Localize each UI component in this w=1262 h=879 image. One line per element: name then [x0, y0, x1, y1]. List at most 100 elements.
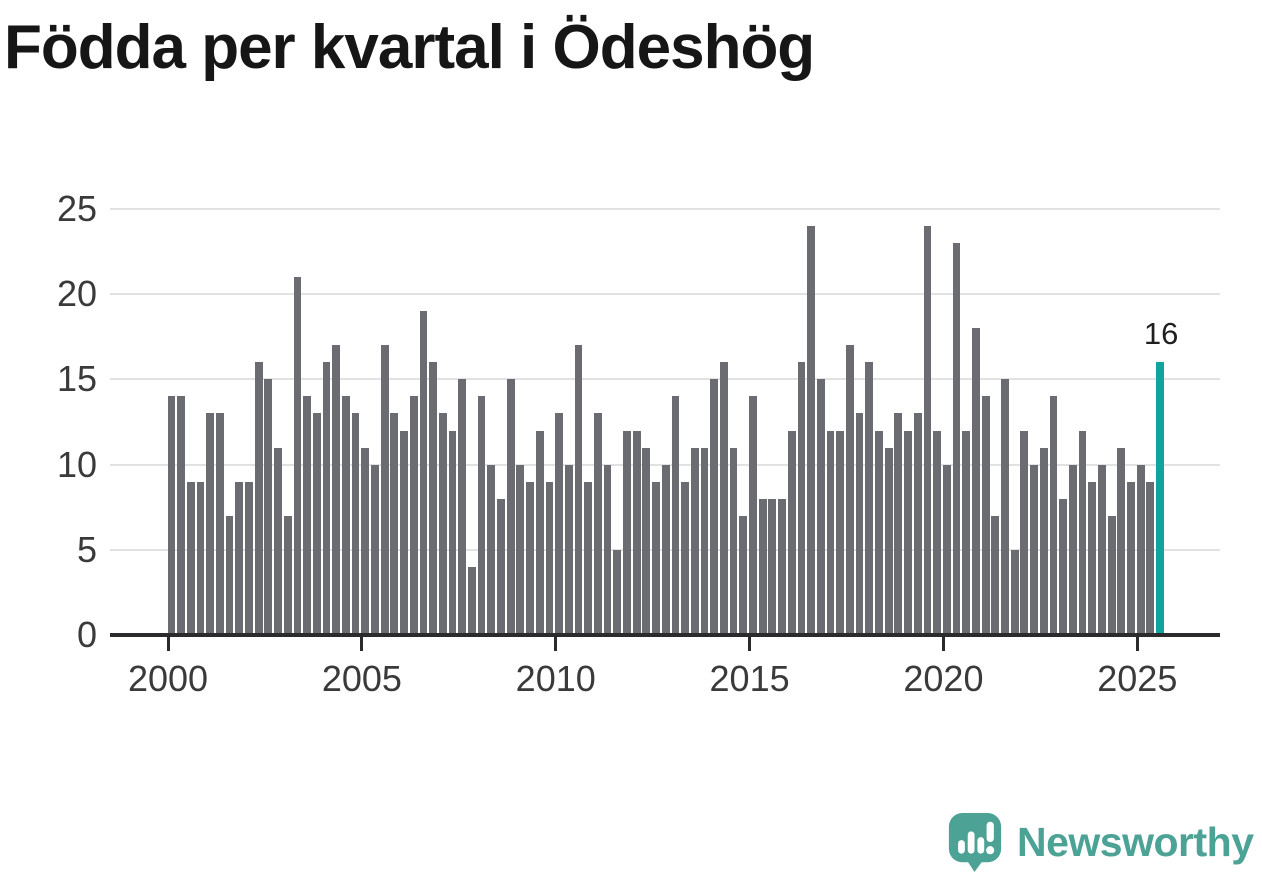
bar [303, 396, 311, 635]
bar [438, 413, 447, 635]
bar [1039, 447, 1048, 635]
bar [186, 481, 195, 635]
bar [177, 396, 185, 635]
bar [952, 243, 961, 635]
gridline [110, 378, 1220, 381]
bar [293, 277, 302, 635]
bar [1088, 481, 1097, 635]
bar [875, 430, 883, 635]
bar [477, 396, 486, 635]
bar [749, 396, 757, 635]
bar [623, 430, 631, 635]
bar [1136, 464, 1145, 635]
bar [467, 566, 476, 635]
bar [380, 345, 389, 635]
bar [797, 362, 806, 635]
bar [458, 379, 467, 635]
bar [390, 413, 399, 635]
bar [991, 515, 1000, 635]
bar [816, 379, 825, 635]
x-tick-label: 2010 [515, 658, 596, 699]
bar [206, 413, 215, 635]
page-title: Födda per kvartal i Ödeshög [4, 13, 815, 82]
x-tick-label: 2005 [321, 658, 402, 699]
newsworthy-speech-bubble-bar-chart-icon [948, 813, 1002, 872]
y-axis-label: 15 [56, 358, 97, 400]
bar [429, 362, 437, 635]
axis-tick [166, 637, 170, 651]
bar [1098, 464, 1106, 635]
bar [884, 447, 893, 635]
bar [235, 481, 244, 635]
bar [642, 447, 651, 635]
bar [758, 498, 767, 635]
bar [603, 464, 612, 635]
bar [768, 498, 777, 635]
axis-tick [1135, 637, 1139, 651]
bar [274, 447, 282, 635]
bar [700, 447, 709, 635]
bar [904, 430, 912, 635]
bar [593, 413, 602, 635]
bar [371, 464, 379, 635]
bar [254, 362, 263, 635]
bar [652, 481, 660, 635]
bar [1059, 498, 1068, 635]
bar [1146, 481, 1155, 635]
bar [1127, 481, 1135, 635]
bar [710, 379, 719, 635]
bar [632, 430, 641, 635]
bar [322, 362, 331, 635]
bar [865, 362, 874, 635]
highlighted-bar [1156, 362, 1164, 635]
bar [584, 481, 593, 635]
bar [681, 481, 690, 635]
bar [1068, 464, 1077, 635]
bar [264, 379, 273, 635]
y-axis-label: 0 [76, 614, 97, 655]
bar [933, 430, 942, 635]
gridline [110, 208, 1220, 210]
bar [506, 379, 515, 635]
bar [487, 464, 496, 635]
bar [787, 430, 796, 635]
bar [361, 447, 370, 635]
bar [962, 430, 971, 635]
bar [720, 362, 728, 635]
bar [729, 447, 738, 635]
bar [1001, 379, 1009, 635]
axis-tick [360, 637, 364, 651]
bar [778, 498, 786, 635]
y-axis-label: 10 [56, 443, 97, 485]
newsworthy-logo: Newsworthy [946, 811, 1254, 873]
bar [225, 515, 234, 635]
bar [981, 396, 990, 635]
bar [739, 515, 748, 635]
x-tick-label: 2020 [903, 658, 984, 699]
bar [535, 430, 544, 635]
bar [1020, 430, 1029, 635]
x-tick-label: 2000 [127, 658, 209, 699]
bar [196, 481, 205, 635]
bar [972, 328, 980, 635]
bar [283, 515, 292, 635]
bar [215, 413, 224, 635]
bar [661, 464, 670, 635]
bar [1049, 396, 1058, 635]
y-axis-label: 20 [56, 273, 97, 315]
bar [448, 430, 457, 635]
bar [341, 396, 350, 635]
bar [1107, 515, 1116, 635]
bar [351, 413, 360, 635]
bar [1010, 549, 1019, 635]
bar [516, 464, 525, 635]
bar [545, 481, 554, 635]
axis-tick [941, 637, 945, 651]
bar [671, 396, 680, 635]
bar [855, 413, 864, 635]
bar [526, 481, 534, 635]
gridline [110, 293, 1220, 296]
axis-tick [554, 637, 558, 651]
bar [690, 447, 699, 635]
bar [1078, 430, 1087, 635]
